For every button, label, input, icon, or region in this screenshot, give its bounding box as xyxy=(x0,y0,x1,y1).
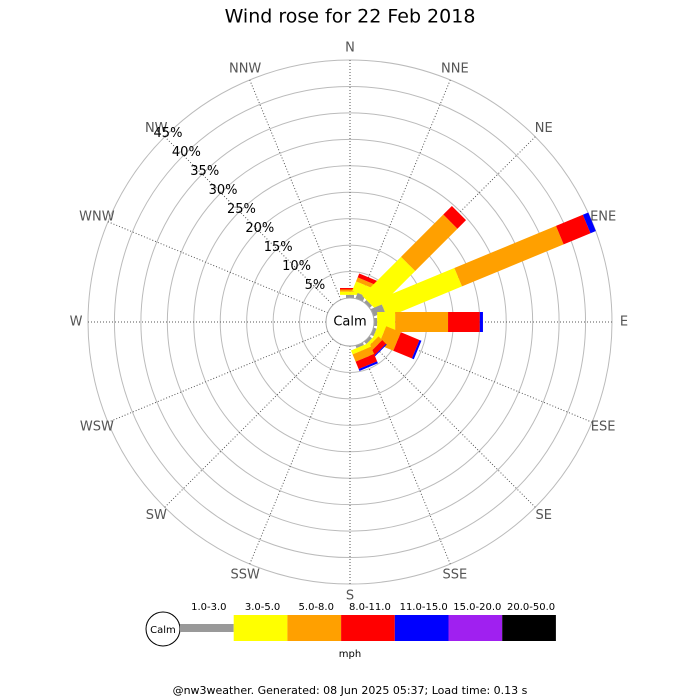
legend-swatch xyxy=(502,615,556,641)
direction-label: ENE xyxy=(590,210,616,225)
rose-segment xyxy=(356,277,377,289)
direction-label: NNW xyxy=(229,61,261,76)
ring-label: 10% xyxy=(282,259,311,274)
direction-label: SE xyxy=(536,508,552,523)
direction-label: S xyxy=(346,589,354,604)
ring-label: 5% xyxy=(305,278,326,293)
direction-label: SSE xyxy=(442,568,467,583)
rose-segment xyxy=(355,342,364,349)
spoke xyxy=(107,330,329,423)
rose-segment xyxy=(346,294,354,298)
direction-label: NNE xyxy=(441,61,469,76)
rose-segment xyxy=(379,267,462,318)
direction-label: SW xyxy=(146,508,167,523)
rose-segment xyxy=(350,342,372,355)
ring-label: 20% xyxy=(245,221,274,236)
spoke xyxy=(358,343,451,565)
rose-segment xyxy=(340,291,360,295)
rose-segment xyxy=(395,312,449,332)
direction-label: E xyxy=(620,315,628,330)
rose-segment xyxy=(582,212,596,234)
ring-label: 15% xyxy=(264,240,293,255)
rose-segment xyxy=(364,299,373,308)
rose-segment xyxy=(374,318,378,326)
direction-label: WSW xyxy=(80,419,114,434)
rose-segment xyxy=(479,312,483,332)
direction-label: W xyxy=(70,315,83,330)
grid-ring xyxy=(113,85,587,559)
legend-swatch xyxy=(287,615,342,641)
spoke xyxy=(249,343,342,565)
ring-label: 45% xyxy=(154,126,183,141)
spoke xyxy=(358,79,451,301)
spoke xyxy=(107,221,329,314)
rose-segment xyxy=(555,214,591,245)
legend-label: 1.0-3.0 xyxy=(191,602,226,613)
legend-label: 3.0-5.0 xyxy=(245,602,280,613)
grid-ring xyxy=(140,112,560,532)
rose-segment xyxy=(393,332,420,359)
legend-swatch xyxy=(448,615,503,641)
ring-label: 25% xyxy=(227,202,256,217)
units-label: mph xyxy=(339,649,361,660)
rose-segment xyxy=(443,205,467,229)
chart-title: Wind rose for 22 Feb 2018 xyxy=(225,6,476,28)
rose-segment xyxy=(411,339,422,360)
legend-label: 5.0-8.0 xyxy=(299,602,334,613)
legend-swatch xyxy=(233,615,288,641)
rose-segment xyxy=(448,312,480,332)
rose-segment xyxy=(401,214,458,271)
rose-segment xyxy=(370,327,377,337)
rose-segment xyxy=(364,336,373,345)
rose-segment xyxy=(371,343,387,359)
legend-label: 11.0-15.0 xyxy=(400,602,448,613)
ring-label: 35% xyxy=(190,164,219,179)
direction-label: N xyxy=(345,41,355,56)
direction-label: NE xyxy=(535,121,553,136)
rose-segment xyxy=(355,354,378,370)
legend-label: 20.0-50.0 xyxy=(507,602,555,613)
calm-circle xyxy=(325,297,375,347)
direction-label: ESE xyxy=(591,419,616,434)
rose-segment xyxy=(454,225,564,287)
direction-label: SSW xyxy=(230,568,260,583)
rose-segment xyxy=(352,346,375,362)
footer: @nw3weather. Generated: 08 Jun 2025 05:3… xyxy=(173,684,528,697)
spoke xyxy=(164,338,334,508)
rose-segment xyxy=(370,304,385,317)
ring-label: 40% xyxy=(172,145,201,160)
rose-segment xyxy=(362,256,416,310)
legend-label: 8.0-11.0 xyxy=(349,602,391,613)
grid-ring xyxy=(166,138,534,506)
spoke xyxy=(249,79,342,301)
legend-swatch xyxy=(394,615,449,641)
legend-swatch xyxy=(341,615,395,641)
rose-segment xyxy=(357,273,378,286)
spoke xyxy=(366,338,536,508)
direction-label: NW xyxy=(145,121,168,136)
direction-label: WNW xyxy=(79,210,115,225)
legend-calm-label: Calm xyxy=(150,625,176,636)
legend-label: 15.0-20.0 xyxy=(453,602,501,613)
calm-label: Calm xyxy=(333,315,366,330)
ring-label: 30% xyxy=(209,183,238,198)
legend-swatch xyxy=(180,624,234,632)
rose-segment xyxy=(358,361,378,371)
spoke xyxy=(164,136,334,306)
